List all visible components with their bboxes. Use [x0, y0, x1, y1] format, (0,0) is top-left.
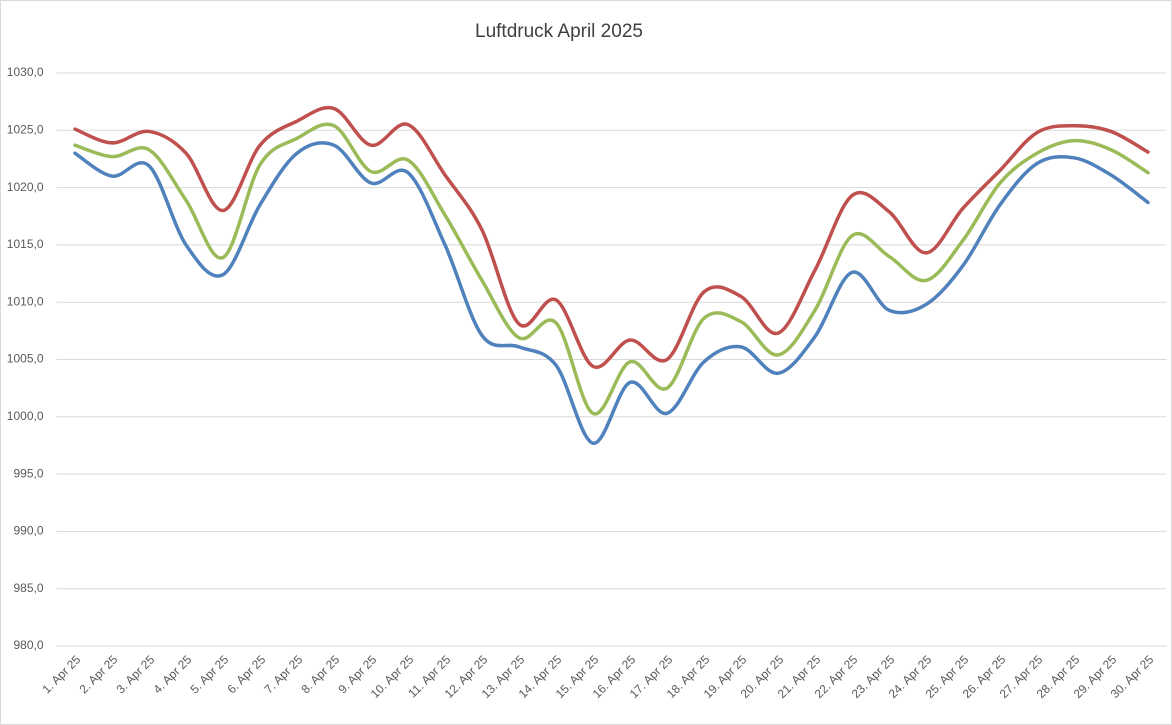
series-line — [73, 105, 1150, 369]
y-tick-label: 1020,0 — [7, 180, 44, 194]
chart-title: Luftdruck April 2025 — [475, 21, 643, 42]
y-tick-label: 1015,0 — [7, 237, 44, 251]
y-tick-label: 1025,0 — [7, 122, 44, 136]
y-tick-label: 1005,0 — [7, 352, 44, 366]
y-tick-label: 995,0 — [13, 466, 43, 480]
y-tick-label: 1000,0 — [7, 409, 44, 423]
y-tick-label: 985,0 — [13, 581, 43, 595]
y-tick-label: 1010,0 — [7, 294, 44, 308]
y-tick-label: 980,0 — [13, 638, 43, 652]
series-line — [73, 141, 1150, 445]
y-tick-label: 1030,0 — [7, 65, 44, 79]
y-tick-label: 990,0 — [13, 524, 43, 538]
series-line — [73, 122, 1150, 416]
